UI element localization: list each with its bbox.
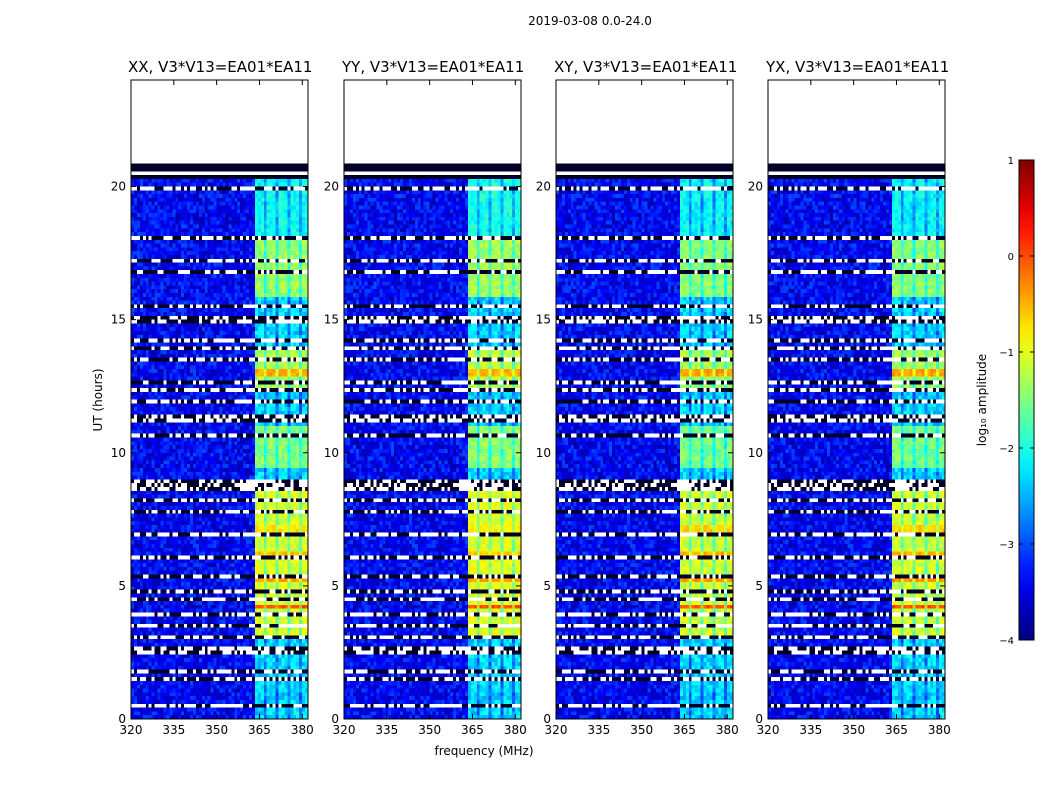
y-tick-label: 10 bbox=[748, 446, 763, 460]
colorbar-tick-label: −4 bbox=[999, 636, 1014, 647]
colorbar bbox=[1018, 159, 1035, 641]
x-tick-label: 335 bbox=[587, 723, 610, 737]
y-tick-label: 10 bbox=[536, 446, 551, 460]
x-tick-label: 380 bbox=[504, 723, 527, 737]
x-tick-label: 320 bbox=[120, 723, 143, 737]
y-tick-label: 20 bbox=[324, 180, 339, 194]
y-tick-label: 15 bbox=[111, 313, 126, 327]
panel-title-xx: XX, V3*V13=EA01*EA11 bbox=[128, 58, 313, 76]
colorbar-tick-label: −3 bbox=[999, 540, 1014, 551]
x-tick-label: 380 bbox=[291, 723, 314, 737]
x-tick-label: 380 bbox=[928, 723, 951, 737]
x-tick-label: 320 bbox=[333, 723, 356, 737]
y-tick-label: 0 bbox=[118, 712, 126, 726]
panel-frame-yx bbox=[767, 79, 946, 720]
colorbar-tick-label: −2 bbox=[999, 444, 1014, 455]
y-tick-label: 10 bbox=[324, 446, 339, 460]
heatmap-image-yy bbox=[344, 80, 521, 719]
colorbar-tick-label: 0 bbox=[1008, 252, 1014, 263]
y-tick-label: 15 bbox=[536, 313, 551, 327]
y-tick-label: 5 bbox=[755, 579, 763, 593]
x-tick-label: 350 bbox=[418, 723, 441, 737]
y-tick-label: 0 bbox=[755, 712, 763, 726]
x-tick-label: 365 bbox=[461, 723, 484, 737]
heatmap-image-xx bbox=[131, 80, 308, 719]
panel-title-yx: YX, V3*V13=EA01*EA11 bbox=[766, 58, 950, 76]
x-tick-label: 365 bbox=[248, 723, 271, 737]
panel-title-yy: YY, V3*V13=EA01*EA11 bbox=[342, 58, 525, 76]
y-tick-label: 10 bbox=[111, 446, 126, 460]
y-tick-label: 20 bbox=[748, 180, 763, 194]
x-tick-label: 365 bbox=[885, 723, 908, 737]
x-tick-label: 380 bbox=[716, 723, 739, 737]
x-tick-label: 320 bbox=[545, 723, 568, 737]
heatmap-image-yx bbox=[768, 80, 945, 719]
x-tick-label: 335 bbox=[162, 723, 185, 737]
x-tick-label: 365 bbox=[673, 723, 696, 737]
y-tick-label: 20 bbox=[536, 180, 551, 194]
x-tick-label: 350 bbox=[205, 723, 228, 737]
x-tick-label: 335 bbox=[799, 723, 822, 737]
x-tick-label: 350 bbox=[630, 723, 653, 737]
colorbar-tick-label: 1 bbox=[1008, 156, 1014, 167]
y-tick-label: 0 bbox=[331, 712, 339, 726]
panel-title-xy: XY, V3*V13=EA01*EA11 bbox=[554, 58, 738, 76]
y-tick-label: 5 bbox=[331, 579, 339, 593]
x-tick-label: 335 bbox=[375, 723, 398, 737]
x-tick-label: 320 bbox=[757, 723, 780, 737]
panel-frame-yy bbox=[343, 79, 522, 720]
panel-frame-xy bbox=[555, 79, 734, 720]
panel-frame-xx bbox=[130, 79, 309, 720]
y-tick-label: 15 bbox=[324, 313, 339, 327]
y-tick-label: 20 bbox=[111, 180, 126, 194]
y-tick-label: 0 bbox=[543, 712, 551, 726]
figure-suptitle: 2019-03-08 0.0-24.0 bbox=[528, 14, 652, 28]
colorbar-tick-label: −1 bbox=[999, 348, 1014, 359]
x-axis-label: frequency (MHz) bbox=[434, 744, 534, 758]
heatmap-image-xy bbox=[556, 80, 733, 719]
y-tick-label: 15 bbox=[748, 313, 763, 327]
x-tick-label: 350 bbox=[842, 723, 865, 737]
y-tick-label: 5 bbox=[543, 579, 551, 593]
y-tick-label: 5 bbox=[118, 579, 126, 593]
